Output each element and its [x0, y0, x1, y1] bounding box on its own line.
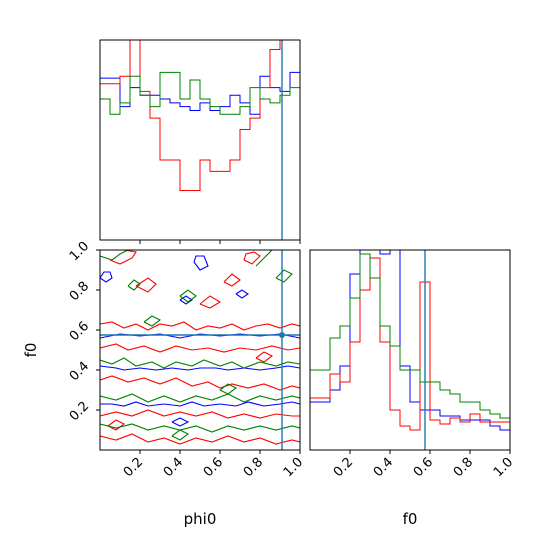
scatter-ytick-label-3: 0.8	[67, 279, 92, 304]
panel-hist-phi0	[99, 39, 301, 244]
contour-green-3	[100, 250, 129, 261]
contour-red-1	[100, 343, 300, 353]
contour-blue-7	[171, 417, 190, 427]
contour-blue-0	[100, 365, 300, 371]
contour-blue-4	[193, 255, 209, 271]
contour-green-10	[171, 429, 190, 441]
contour-red-6	[243, 251, 261, 265]
contour-red-5	[109, 250, 137, 265]
hist-f0-series-green	[310, 253, 510, 450]
contour-green-7	[127, 279, 141, 291]
contour-red-9	[199, 295, 222, 309]
contour-green-6	[179, 289, 197, 303]
contour-green-9	[219, 383, 238, 395]
xaxis-title-phi0: phi0	[184, 510, 217, 528]
contour-green-1	[100, 393, 300, 403]
contour-blue-3	[100, 271, 113, 283]
truth-marker	[279, 332, 285, 338]
scatter-xtick-label-0: 0.2	[121, 455, 146, 480]
contour-red-7	[135, 277, 157, 293]
contour-blue-5	[179, 295, 193, 305]
contour-blue-1	[100, 401, 300, 407]
contour-red-3	[100, 409, 300, 419]
panel-hist-f0: 0.2 0.4 0.6 0.8 1.0	[309, 249, 516, 480]
yaxis-title-f0: f0	[22, 343, 40, 358]
contour-blue-6	[235, 289, 249, 299]
contour-red-8	[223, 273, 241, 287]
hist-phi0-series-green	[100, 71, 300, 115]
scatter-xtick-label-1: 0.4	[161, 455, 186, 480]
scatter-ytick-label-0: 0.2	[67, 399, 92, 424]
scatter-ytick-label-4: 1.0	[67, 239, 92, 264]
frame-hist-phi0	[99, 39, 301, 241]
contour-green-2	[100, 423, 300, 433]
contour-red-2	[100, 375, 300, 391]
contour-red-11	[255, 351, 274, 363]
hist-f0-xtick-label-2: 0.6	[411, 455, 436, 480]
frame-scatter	[99, 249, 301, 451]
hist-f0-group	[310, 250, 510, 450]
contour-red-10	[107, 419, 126, 431]
hist-f0-xtick-label-0: 0.2	[331, 455, 356, 480]
xaxis-title-f0: f0	[403, 510, 418, 528]
contour-green-5	[275, 269, 293, 283]
hist-f0-xtick-label-1: 0.4	[371, 455, 396, 480]
hist-f0-xtick-label-4: 1.0	[491, 455, 516, 480]
scatter-xtick-label-2: 0.6	[201, 455, 226, 480]
frame-hist-f0	[309, 249, 511, 451]
hist-f0-series-blue	[310, 250, 510, 450]
panel-scatter-phi0-f0: 0.2 0.4 0.6 0.8 1.0 0.2 0.4 0.6 0.8 1.0	[67, 239, 306, 480]
contour-red-4	[100, 433, 300, 445]
scatter-xtick-label-4: 1.0	[281, 455, 306, 480]
contour-green-8	[143, 315, 162, 327]
contour-group	[100, 250, 300, 445]
hist-phi0-series-red	[100, 39, 300, 191]
scatter-ytick-label-1: 0.4	[67, 359, 92, 384]
hist-f0-series-red	[310, 257, 510, 450]
scatter-xtick-label-3: 0.8	[241, 455, 266, 480]
contour-red-0	[100, 321, 300, 331]
scatter-ytick-label-2: 0.6	[67, 319, 92, 344]
contour-green-0	[100, 357, 300, 369]
hist-f0-xtick-label-3: 0.8	[451, 455, 476, 480]
contour-green-4	[255, 250, 273, 267]
